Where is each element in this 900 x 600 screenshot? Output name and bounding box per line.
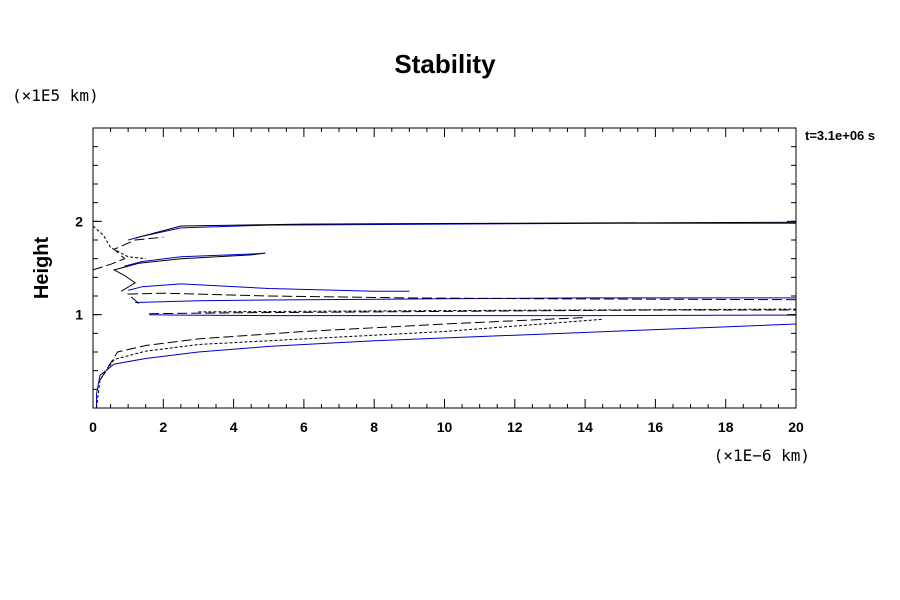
- contour-line-10: [124, 252, 266, 267]
- contour-line-11: [92, 236, 164, 271]
- contour-line-6: [135, 297, 796, 303]
- series-layer: [92, 221, 797, 409]
- contour-line-3: [149, 314, 797, 317]
- chart-title: Stability: [394, 49, 496, 79]
- timestamp-label: t=3.1e+06 s: [805, 128, 875, 143]
- x-tick-label: 0: [89, 419, 97, 435]
- x-tick-label: 18: [718, 419, 734, 435]
- contour-line-12: [92, 225, 146, 260]
- contour-line-5: [198, 308, 797, 313]
- contour-line-1: [96, 318, 603, 409]
- contour-line-2: [99, 317, 586, 381]
- x-tick-label: 4: [230, 419, 238, 435]
- contour-line-14: [135, 221, 797, 239]
- x-tick-label: 14: [577, 419, 593, 435]
- x-tick-label: 12: [507, 419, 523, 435]
- contour-line-8: [128, 283, 410, 292]
- contour-line-9: [112, 252, 266, 292]
- x-tick-label: 2: [159, 419, 167, 435]
- y-tick-label: 2: [75, 213, 83, 229]
- contour-line-7: [126, 292, 797, 304]
- x-tick-label: 20: [788, 419, 804, 435]
- contour-line-0: [96, 323, 797, 408]
- x-unit-label: (×1E−6 km): [714, 446, 810, 465]
- x-tick-label: 10: [437, 419, 453, 435]
- y-axis-label: Height: [31, 237, 53, 300]
- y-tick-label: 1: [75, 307, 83, 323]
- x-tick-label: 6: [300, 419, 308, 435]
- plot-frame: [92, 127, 797, 409]
- x-tick-label: 16: [648, 419, 664, 435]
- contour-line-4: [149, 309, 796, 315]
- x-tick-label: 8: [370, 419, 378, 435]
- y-unit-label: (×1E5 km): [12, 86, 99, 105]
